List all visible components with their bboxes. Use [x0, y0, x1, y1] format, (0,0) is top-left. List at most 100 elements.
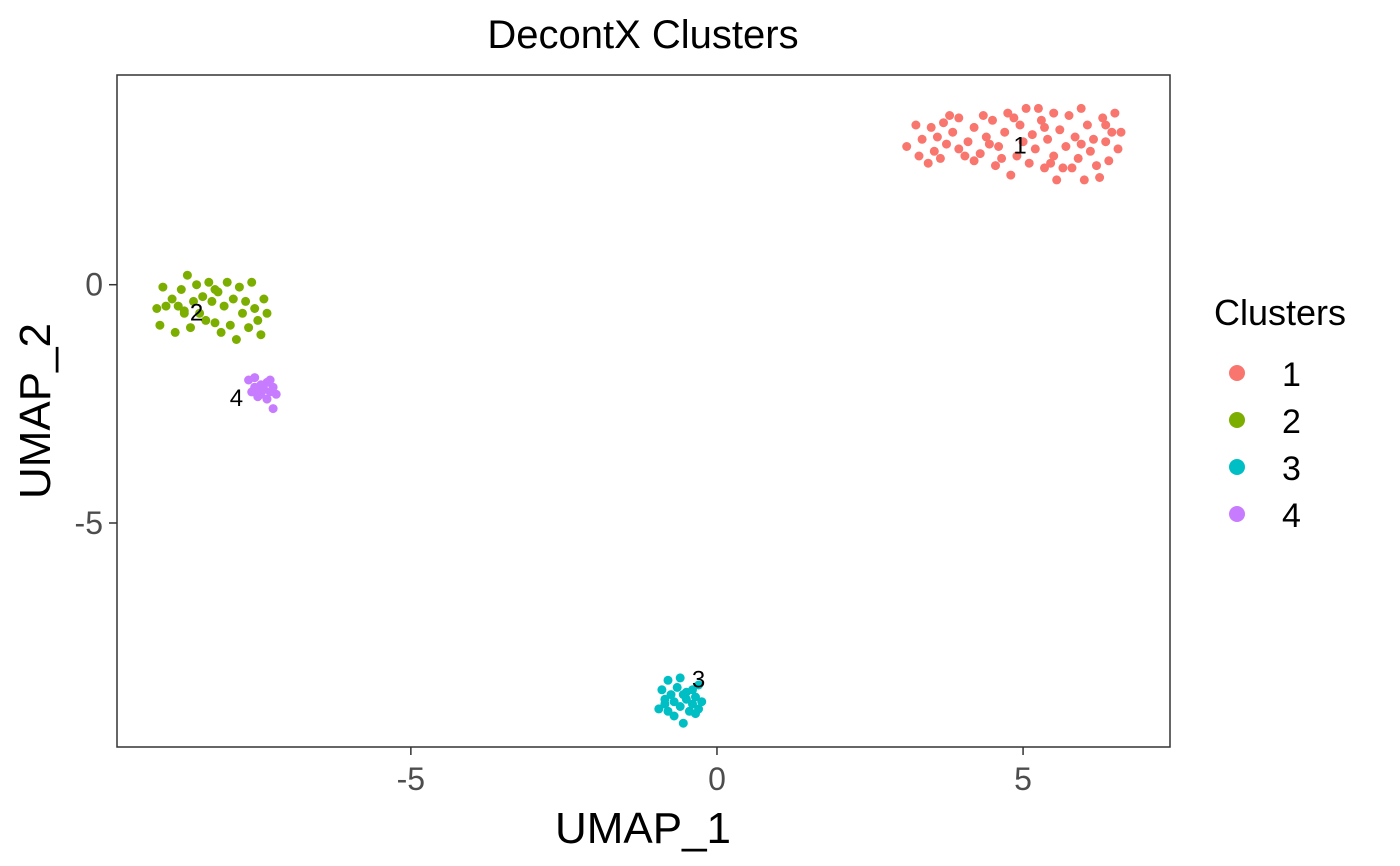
data-point — [902, 142, 912, 151]
data-point — [963, 137, 973, 147]
data-point — [167, 294, 177, 304]
data-point — [1043, 134, 1053, 144]
data-point — [1110, 108, 1120, 118]
data-point — [1024, 158, 1034, 168]
data-point — [176, 285, 186, 294]
data-point — [158, 282, 168, 292]
data-point — [694, 680, 704, 690]
data-point — [666, 690, 676, 700]
y-tick-label: -5 — [75, 505, 103, 541]
data-point — [222, 277, 232, 287]
data-point — [969, 156, 979, 166]
data-point — [271, 389, 281, 399]
data-point — [250, 304, 260, 313]
data-point — [210, 285, 220, 294]
data-point — [945, 111, 955, 120]
data-point — [268, 404, 278, 414]
data-point — [1000, 127, 1010, 137]
data-point — [1092, 161, 1101, 171]
legend-title: Clusters — [1214, 292, 1346, 333]
data-point — [932, 132, 942, 142]
cluster-label: 2 — [190, 299, 203, 326]
data-point — [1055, 125, 1065, 135]
data-point — [663, 706, 673, 716]
data-point — [1095, 173, 1105, 182]
data-point — [225, 320, 235, 330]
data-point — [688, 699, 697, 709]
data-point — [231, 335, 241, 344]
data-point — [1018, 137, 1028, 147]
data-point — [669, 697, 679, 707]
data-point — [657, 685, 667, 695]
data-point — [219, 301, 229, 311]
x-tick-label: -5 — [397, 761, 425, 797]
data-point — [675, 702, 685, 711]
data-point — [1009, 113, 1019, 123]
data-point — [207, 296, 217, 306]
legend: Clusters 1 2 3 4 — [1214, 292, 1346, 535]
data-point — [663, 675, 673, 685]
data-point — [1064, 111, 1074, 120]
data-point — [1079, 175, 1089, 185]
data-point — [923, 158, 933, 168]
legend-items: 1 2 3 4 — [1229, 356, 1301, 535]
data-point — [975, 149, 985, 159]
data-point — [216, 327, 226, 337]
cluster-label: 3 — [692, 666, 705, 693]
data-point — [1052, 175, 1062, 185]
data-point — [256, 330, 266, 340]
data-point — [1067, 163, 1077, 173]
data-point — [1040, 122, 1049, 132]
data-point — [672, 682, 682, 692]
data-point — [942, 139, 951, 149]
data-point — [681, 687, 691, 697]
x-axis-title: UMAP_1 — [555, 804, 731, 853]
legend-swatch — [1229, 459, 1245, 475]
data-point — [161, 301, 171, 311]
data-point — [675, 673, 685, 683]
cluster-labels-layer: 1 2 3 4 — [190, 133, 1027, 694]
data-point — [228, 294, 238, 304]
data-point — [1113, 144, 1123, 154]
data-point — [253, 315, 263, 325]
data-point — [262, 394, 272, 404]
data-point — [691, 692, 700, 702]
data-point — [1116, 127, 1126, 137]
data-point — [948, 127, 958, 137]
data-point — [244, 323, 254, 333]
data-point — [1015, 120, 1025, 130]
data-point — [155, 320, 165, 330]
data-point — [1049, 151, 1059, 161]
data-point — [247, 277, 257, 287]
data-point — [991, 161, 1000, 171]
data-point — [253, 385, 263, 395]
data-point — [238, 308, 247, 318]
data-point — [241, 296, 251, 306]
data-point — [978, 111, 988, 120]
data-point — [926, 122, 936, 132]
data-point — [1003, 108, 1013, 118]
data-point — [268, 382, 278, 392]
data-point — [917, 134, 927, 144]
data-point — [1027, 130, 1037, 140]
data-point — [997, 153, 1007, 163]
data-point — [234, 282, 244, 292]
data-point — [660, 699, 670, 709]
points-layer — [152, 103, 1126, 728]
data-point — [1076, 103, 1086, 113]
data-point — [1033, 103, 1043, 113]
data-point — [173, 301, 183, 311]
x-axis: -5 0 5 — [397, 747, 1032, 797]
data-point — [182, 270, 192, 280]
x-tick-label: 0 — [708, 761, 726, 797]
data-point — [681, 694, 691, 704]
data-point — [1098, 113, 1108, 123]
data-point — [981, 132, 991, 142]
data-point — [186, 323, 195, 333]
data-point — [954, 113, 964, 123]
data-point — [1049, 108, 1059, 118]
data-point — [1101, 137, 1111, 147]
legend-swatch — [1229, 506, 1245, 522]
cluster-label: 1 — [1013, 133, 1026, 160]
